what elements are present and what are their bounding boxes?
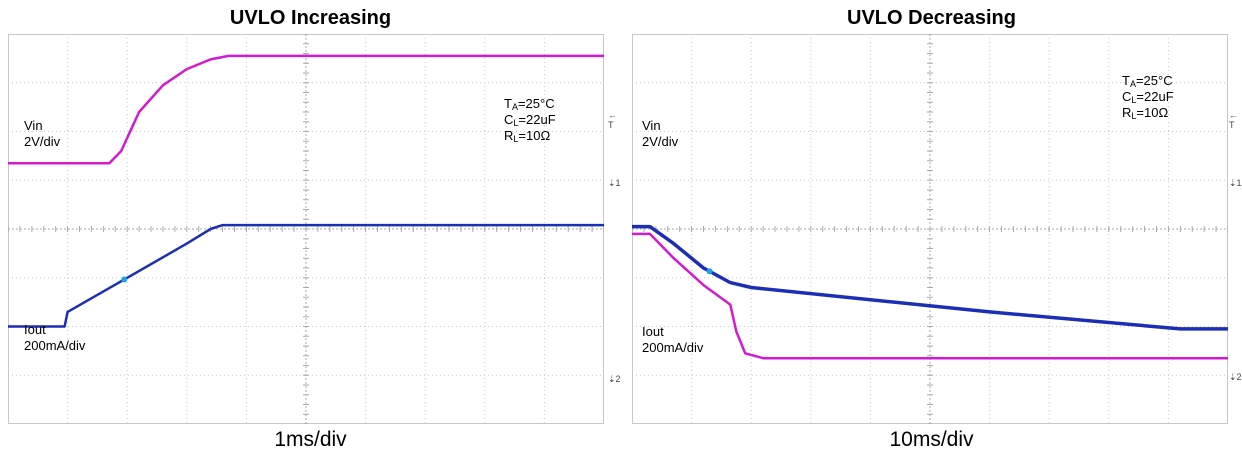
- condition-cl: CL=22uF: [504, 112, 556, 128]
- vin-label: Vin 2V/div: [642, 118, 678, 150]
- scope-plot-decreasing: [632, 34, 1228, 424]
- cursor-dot: [706, 268, 713, 275]
- iout-scale: 200mA/div: [642, 340, 704, 355]
- iout-label: Iout 200mA/div: [642, 324, 703, 356]
- ch1-ground-marker: ⇣1: [608, 178, 621, 188]
- timebase-label: 1ms/div: [274, 428, 347, 451]
- condition-rl: RL=10Ω: [1122, 105, 1169, 121]
- condition-ta: TA=25°C: [504, 96, 555, 112]
- chart-title: UVLO Increasing: [229, 7, 392, 29]
- iout-trace: [632, 232, 1228, 360]
- trigger-level-marker: ← T: [608, 110, 617, 130]
- condition-rl: RL=10Ω: [504, 128, 551, 144]
- vin-scale: 2V/div: [642, 134, 679, 149]
- test-conditions: TA=25°C CL=22uF RL=10Ω: [1122, 73, 1174, 121]
- vin-label: Vin 2V/div: [24, 118, 60, 150]
- vin-name: Vin: [642, 118, 661, 133]
- iout-name: Iout: [642, 324, 664, 339]
- panel-uvlo-increasing: UVLO Increasing Vin 2V/div Iout 200mA/di…: [8, 7, 621, 451]
- vin-scale: 2V/div: [24, 134, 61, 149]
- cursor-dot: [121, 276, 128, 283]
- vin-name: Vin: [24, 118, 43, 133]
- scope-plot-increasing: [8, 34, 604, 424]
- chart-title: UVLO Decreasing: [847, 7, 1016, 29]
- trigger-level-marker: ← T: [1229, 110, 1238, 130]
- panel-uvlo-decreasing: UVLO Decreasing Vin 2V/div Iout 200mA/di…: [621, 0, 1242, 456]
- condition-ta: TA=25°C: [1122, 73, 1173, 89]
- ch2-ground-marker: ⇣2: [608, 374, 621, 384]
- test-conditions: TA=25°C CL=22uF RL=10Ω: [504, 96, 556, 144]
- vin-trace: [8, 223, 604, 328]
- condition-cl: CL=22uF: [1122, 89, 1174, 105]
- iout-trace: [8, 54, 604, 165]
- ch1-ground-marker: ⇣1: [1229, 178, 1242, 188]
- ch2-ground-marker: ⇣2: [1229, 372, 1242, 382]
- vin-trace: [632, 224, 1228, 331]
- iout-label: Iout 200mA/div: [24, 322, 85, 354]
- iout-scale: 200mA/div: [24, 338, 86, 353]
- timebase-label: 10ms/div: [889, 428, 974, 451]
- iout-name: Iout: [24, 322, 46, 337]
